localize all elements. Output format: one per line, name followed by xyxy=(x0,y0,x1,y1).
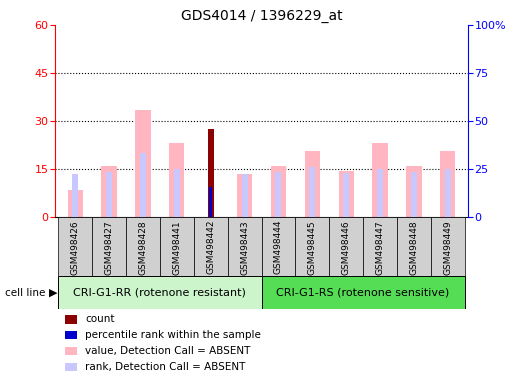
Bar xyxy=(208,129,214,217)
Bar xyxy=(58,217,92,276)
Text: GSM498441: GSM498441 xyxy=(173,220,181,275)
Text: GSM498449: GSM498449 xyxy=(444,220,452,275)
Bar xyxy=(242,174,247,217)
Text: count: count xyxy=(85,314,115,324)
Bar xyxy=(228,217,262,276)
Bar xyxy=(237,174,252,217)
Bar xyxy=(411,172,417,217)
Text: ▶: ▶ xyxy=(49,288,57,298)
Text: GSM498448: GSM498448 xyxy=(410,220,418,275)
Bar xyxy=(101,166,117,217)
Bar xyxy=(377,169,383,217)
Text: cell line: cell line xyxy=(5,288,46,298)
Bar xyxy=(445,169,451,217)
Bar xyxy=(209,187,212,217)
Bar xyxy=(72,174,78,217)
Bar xyxy=(262,276,465,309)
Text: percentile rank within the sample: percentile rank within the sample xyxy=(85,330,261,340)
Bar xyxy=(135,110,151,217)
Bar xyxy=(406,166,422,217)
Bar xyxy=(309,167,315,217)
Bar xyxy=(174,169,180,217)
Bar xyxy=(58,276,262,309)
Title: GDS4014 / 1396229_at: GDS4014 / 1396229_at xyxy=(180,8,343,23)
Bar xyxy=(329,217,363,276)
Text: GSM498447: GSM498447 xyxy=(376,220,384,275)
Text: GSM498426: GSM498426 xyxy=(71,220,79,275)
Bar xyxy=(397,217,431,276)
Bar xyxy=(343,173,349,217)
Bar xyxy=(271,166,286,217)
Bar xyxy=(262,217,295,276)
Bar xyxy=(169,143,185,217)
Bar xyxy=(160,217,194,276)
Text: GSM498446: GSM498446 xyxy=(342,220,350,275)
Bar xyxy=(440,151,456,217)
Text: GSM498445: GSM498445 xyxy=(308,220,317,275)
Bar xyxy=(276,172,281,217)
Text: GSM498443: GSM498443 xyxy=(240,220,249,275)
Bar xyxy=(92,217,126,276)
Text: GSM498427: GSM498427 xyxy=(105,220,113,275)
Bar xyxy=(194,217,228,276)
Bar xyxy=(67,190,83,217)
Text: CRI-G1-RS (rotenone sensitive): CRI-G1-RS (rotenone sensitive) xyxy=(277,288,450,298)
Text: GSM498444: GSM498444 xyxy=(274,220,283,275)
Bar xyxy=(363,217,397,276)
Bar xyxy=(126,217,160,276)
Text: rank, Detection Call = ABSENT: rank, Detection Call = ABSENT xyxy=(85,362,246,372)
Bar xyxy=(305,151,320,217)
Text: value, Detection Call = ABSENT: value, Detection Call = ABSENT xyxy=(85,346,251,356)
Bar xyxy=(431,217,465,276)
Text: GSM498428: GSM498428 xyxy=(139,220,147,275)
Text: CRI-G1-RR (rotenone resistant): CRI-G1-RR (rotenone resistant) xyxy=(73,288,246,298)
Text: GSM498442: GSM498442 xyxy=(206,220,215,275)
Bar xyxy=(106,172,112,217)
Bar xyxy=(372,143,388,217)
Bar xyxy=(295,217,329,276)
Bar xyxy=(140,153,146,217)
Bar xyxy=(338,170,354,217)
